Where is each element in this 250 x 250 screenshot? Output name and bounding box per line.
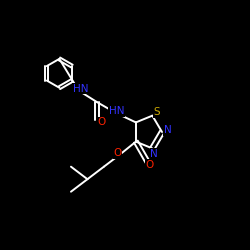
Text: O: O xyxy=(145,160,154,170)
Text: N: N xyxy=(150,149,158,159)
Text: HN: HN xyxy=(109,106,124,116)
Text: HN: HN xyxy=(73,84,88,94)
Text: N: N xyxy=(164,125,172,135)
Text: O: O xyxy=(98,118,106,128)
Text: S: S xyxy=(154,107,160,117)
Text: O: O xyxy=(113,148,122,158)
